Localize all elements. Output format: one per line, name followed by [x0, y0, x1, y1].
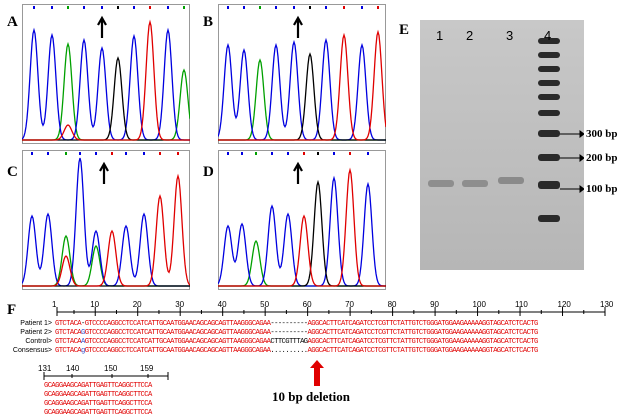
lane-number-4: 4: [544, 28, 551, 43]
gel-image: 1 2 3 4: [420, 20, 584, 270]
position-label: 60: [302, 300, 312, 309]
row-label-patient1: Patient 1>: [20, 320, 52, 327]
variant-arrow: [97, 15, 107, 38]
band-lane-1: [428, 180, 454, 187]
trace-T: [218, 29, 386, 141]
sequence-row-consensus: GTCTACAgGTCCCCAGGCCTCCATCATTGCAATGGAACAG…: [55, 347, 538, 355]
lane-number-1: 1: [436, 28, 443, 43]
position-label: 20: [132, 300, 142, 309]
variant-arrow: [293, 161, 303, 184]
chromatogram-c: [22, 150, 190, 290]
lane-number-2: 2: [466, 28, 473, 43]
position-label: 50: [260, 300, 270, 309]
pos-140: 140: [66, 364, 80, 373]
row-label-patient2: Patient 2>: [20, 329, 52, 336]
position-label: 80: [387, 300, 397, 309]
position-label: 90: [430, 300, 439, 309]
ladder-arrows: [560, 130, 584, 193]
sequence-row-control: GTCTACAAGTCCCCAGGCCTCCATCATTGCAATGGAACAG…: [55, 338, 538, 346]
tail-row-1: GCAGGAAGCAGATTGAGTTCAGGCTTCCA: [44, 382, 152, 390]
chromatogram-a: [22, 4, 190, 144]
trace-T: [218, 167, 386, 287]
position-label: 120: [557, 300, 571, 309]
position-label: 10: [90, 300, 100, 309]
deletion-arrow: [310, 360, 324, 386]
tail-row-4: GCAGGAAGCAGATTGAGTTCAGGCTTCCA: [44, 409, 152, 417]
position-label: 30: [175, 300, 185, 309]
ladder-label-100: 100 bp: [586, 183, 618, 195]
ladder-label-300: 300 bp: [586, 128, 618, 140]
variant-arrow: [293, 15, 303, 38]
position-label: 130: [600, 300, 614, 309]
sequence-row-patient2: GTCTACAGGTCCCCAGGCCTCCATCATTGCAATGGAACAG…: [55, 329, 538, 337]
trace-C: [22, 27, 190, 141]
pos-159: 159: [140, 364, 154, 373]
position-label: 1: [52, 300, 57, 309]
row-label-consensus: Consensus>: [12, 347, 52, 354]
tail-row-3: GCAGGAAGCAGATTGAGTTCAGGCTTCCA: [44, 400, 152, 408]
ladder-label-200: 200 bp: [586, 152, 618, 164]
position-label: 100: [472, 300, 486, 309]
row-label-control: Control>: [25, 338, 52, 345]
panel-label-d: D: [203, 164, 214, 180]
panel-label-a: A: [7, 14, 18, 30]
variant-arrow: [99, 161, 109, 184]
trace-T: [22, 19, 190, 141]
lane-number-3: 3: [506, 28, 513, 43]
position-label: 110: [515, 300, 528, 309]
pos-150: 150: [104, 364, 118, 373]
tail-row-2: GCAGGAAGCAGATTGAGTTCAGGCTTCCA: [44, 391, 152, 399]
position-label: 70: [345, 300, 355, 309]
deletion-label: 10 bp deletion: [272, 389, 351, 404]
panel-label-b: B: [203, 14, 214, 30]
chromatogram-b: [218, 4, 386, 144]
position-label: 40: [217, 300, 227, 309]
sequence-row-patient1: GTCTACA-GTCCCCAGGCCTCCATCATTGCAATGGAACAG…: [55, 320, 538, 328]
panel-label-e: E: [399, 22, 410, 38]
pos-131: 131: [38, 364, 52, 373]
alignment-ruler: [56, 307, 606, 316]
gel-bands: 1 2 3 4: [420, 20, 584, 270]
trace-T: [22, 173, 190, 287]
band-lane-2: [462, 180, 488, 187]
panel-label-c: C: [7, 164, 18, 180]
chromatogram-d: [218, 150, 386, 290]
panel-label-f: F: [7, 302, 17, 318]
ladder-bands: [538, 38, 560, 222]
alignment-ruler-2: [43, 372, 169, 380]
band-lane-3: [498, 177, 524, 184]
